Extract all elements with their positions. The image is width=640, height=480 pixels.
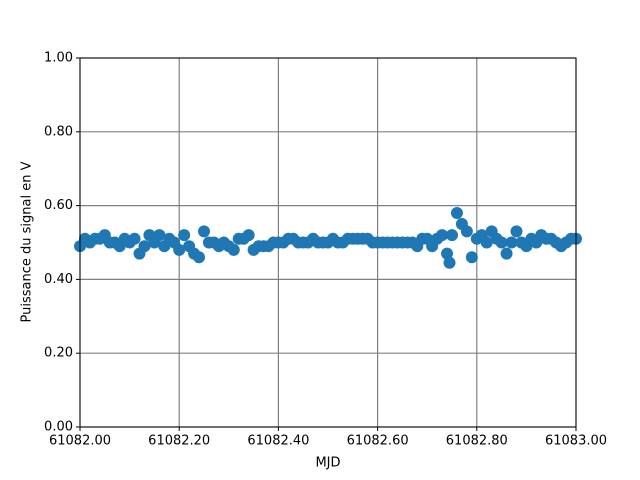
- plot-frame: [79, 57, 577, 428]
- point: [495, 236, 508, 249]
- point: [460, 225, 473, 238]
- point: [153, 229, 166, 242]
- point: [505, 236, 518, 249]
- point: [227, 243, 240, 256]
- x-tick-label: 61082.40: [247, 434, 309, 449]
- y-axis-label: Puissance du signal en V: [20, 161, 35, 322]
- point: [441, 247, 454, 260]
- point: [450, 206, 463, 219]
- point: [446, 229, 458, 242]
- y-tick-label: 0.60: [44, 198, 73, 213]
- y-tick-label: 0.00: [44, 420, 73, 435]
- point: [480, 236, 493, 249]
- point: [198, 225, 210, 238]
- x-tick-label: 61083.00: [545, 434, 607, 449]
- point: [510, 225, 523, 238]
- point: [178, 229, 191, 242]
- x-axis-label: MJD: [315, 456, 340, 471]
- x-tick-label: 61082.00: [49, 434, 111, 449]
- y-tick-label: 0.20: [44, 346, 73, 361]
- y-tick-label: 0.80: [44, 124, 73, 139]
- y-tick-label: 0.40: [44, 272, 73, 287]
- y-tick-label: 1.00: [44, 51, 73, 66]
- point: [436, 229, 449, 242]
- point: [443, 256, 456, 269]
- x-tick-label: 61082.60: [347, 434, 409, 449]
- point: [242, 229, 255, 242]
- point: [465, 251, 478, 264]
- x-tick-label: 61082.20: [148, 434, 210, 449]
- point: [193, 251, 206, 264]
- point: [128, 232, 141, 245]
- point: [500, 247, 513, 260]
- x-tick-label: 61082.80: [446, 434, 508, 449]
- point: [173, 243, 186, 256]
- point: [138, 240, 151, 253]
